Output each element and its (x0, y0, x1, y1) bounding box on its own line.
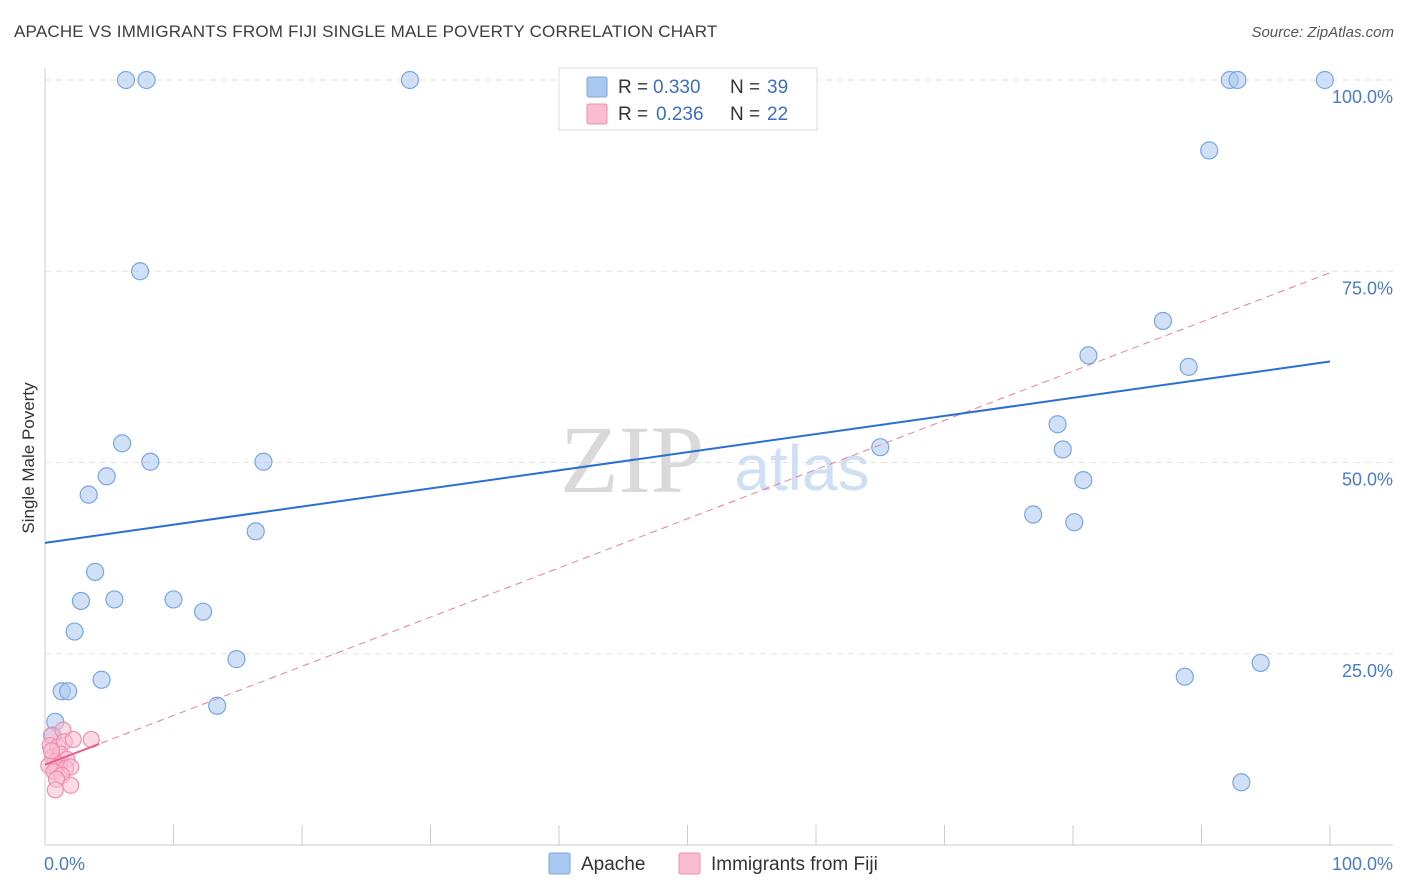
chart-title: APACHE VS IMMIGRANTS FROM FIJI SINGLE MA… (14, 22, 718, 41)
fiji-point (62, 776, 80, 794)
legend-swatch-fiji[interactable] (678, 852, 701, 875)
apache-point (1053, 440, 1072, 459)
fiji-point (46, 781, 64, 799)
data-points (40, 70, 1334, 799)
apache-n-label: N = (730, 77, 760, 98)
apache-point (79, 485, 98, 504)
apache-point (193, 602, 213, 621)
apache-point (112, 434, 132, 453)
watermark: ZIP atlas (560, 406, 870, 513)
legend-swatch-apache[interactable] (548, 852, 571, 875)
apache-r-value: 0.330 (653, 77, 701, 98)
fiji-point (64, 730, 82, 749)
y-tick-label: 25.0% (1342, 661, 1393, 681)
apache-point (105, 590, 124, 609)
apache-point (1251, 653, 1270, 673)
apache-point (59, 682, 78, 701)
trend-line-0 (44, 360, 1331, 544)
x-tick-label-min: 0.0% (44, 854, 85, 874)
apache-n-value: 39 (767, 77, 788, 98)
fiji-r-value: 0.236 (656, 104, 704, 125)
apache-point (92, 670, 111, 689)
apache-point (1228, 70, 1247, 90)
apache-point (1232, 773, 1251, 792)
series-legend: Apache Immigrants from Fiji (548, 852, 878, 875)
apache-point (1024, 505, 1043, 524)
apache-point (1048, 415, 1067, 434)
apache-point (164, 590, 183, 609)
x-tick-labels: 0.0% 100.0% (44, 854, 1393, 874)
fiji-n-label: N = (730, 104, 760, 125)
trend-line-extended-1 (44, 272, 1331, 766)
apache-point (871, 438, 890, 457)
apache-point (1179, 357, 1198, 376)
apache-point (130, 262, 150, 281)
apache-point (141, 452, 160, 471)
y-tick-label: 100.0% (1332, 87, 1393, 107)
legend-label-fiji[interactable]: Immigrants from Fiji (711, 854, 878, 875)
apache-point (86, 562, 105, 581)
apache-point (1065, 513, 1084, 532)
apache-point (137, 70, 156, 90)
apache-point (1200, 141, 1219, 160)
apache-point (1153, 311, 1173, 331)
apache-point (400, 70, 420, 90)
apache-point (1315, 70, 1334, 90)
legend-label-apache[interactable]: Apache (581, 854, 645, 875)
apache-point (116, 70, 136, 90)
apache-point (71, 591, 91, 611)
apache-stats-swatch (586, 76, 608, 98)
y-tick-labels: 25.0% 50.0% 75.0% 100.0% (1332, 87, 1393, 681)
fiji-r-label: R = (618, 104, 648, 125)
trend-line-1 (44, 743, 100, 766)
apache-point (97, 467, 116, 486)
axes (44, 68, 1393, 846)
apache-point (1175, 667, 1194, 686)
apache-point (1079, 346, 1098, 365)
apache-point (227, 650, 246, 669)
apache-r-label: R = (618, 77, 648, 98)
y-axis-title: Single Male Poverty (19, 382, 38, 534)
fiji-n-value: 22 (767, 104, 788, 125)
apache-point (1074, 470, 1093, 490)
trend-lines (44, 272, 1331, 766)
fiji-point (42, 742, 61, 760)
y-tick-label: 75.0% (1342, 278, 1393, 298)
apache-point (254, 452, 273, 471)
x-tick-label-max: 100.0% (1332, 854, 1393, 874)
apache-point (208, 696, 227, 715)
y-tick-label: 50.0% (1342, 470, 1393, 490)
fiji-stats-swatch (586, 103, 608, 125)
source-credit: Source: ZipAtlas.com (1251, 24, 1394, 41)
apache-point (246, 522, 265, 541)
apache-point (65, 622, 84, 641)
stats-legend: R = 0.330 N = 39 R = 0.236 N = 22 (558, 67, 818, 131)
